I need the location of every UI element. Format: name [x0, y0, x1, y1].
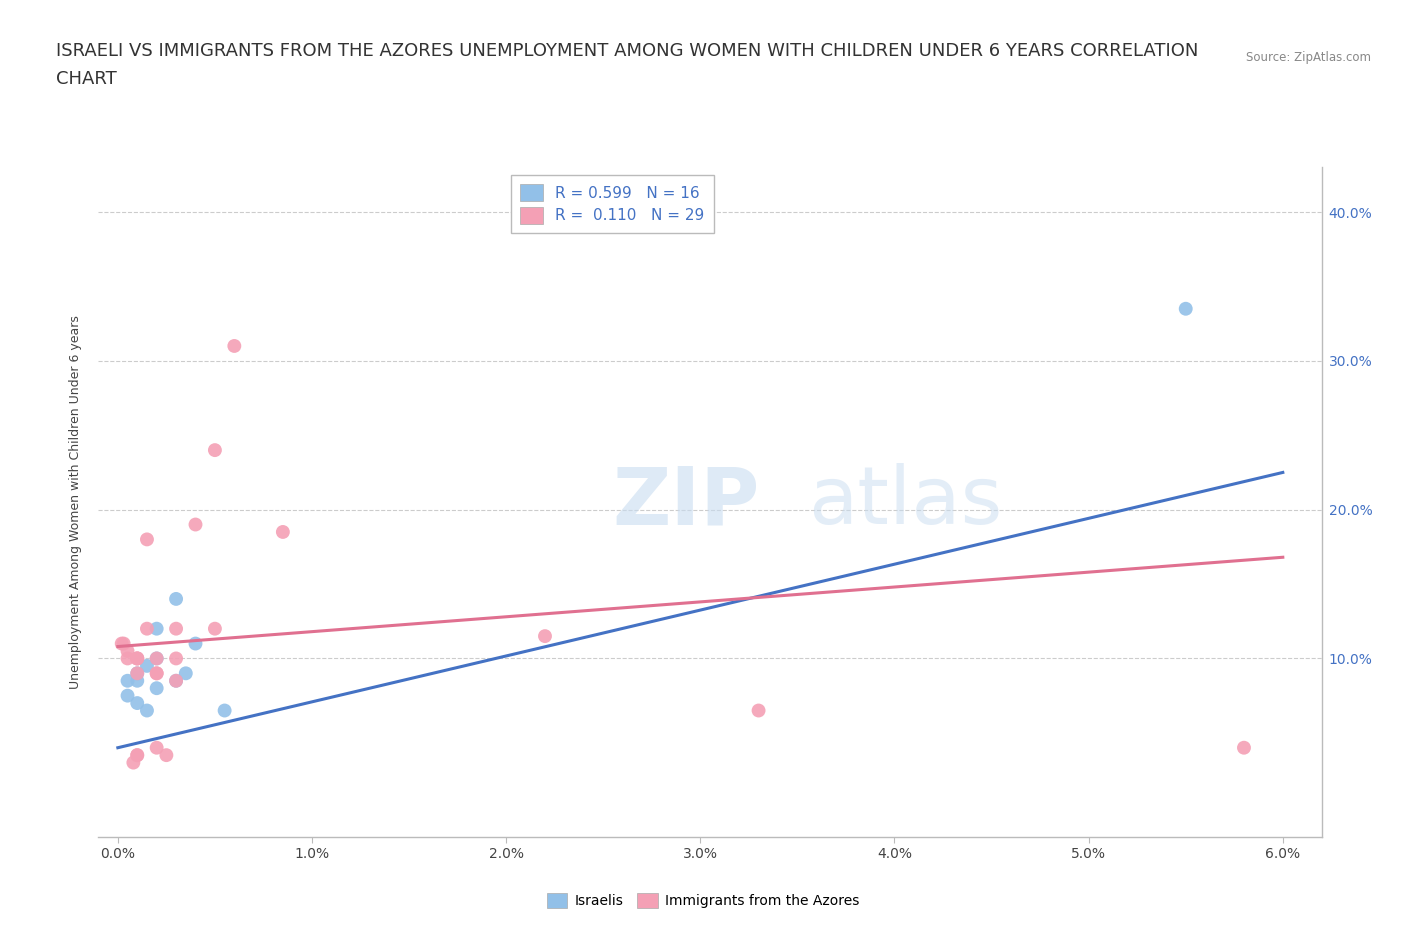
Point	[122, 755, 145, 770]
Point	[145, 651, 167, 666]
Point	[127, 748, 149, 763]
Point	[204, 443, 226, 458]
Y-axis label: Unemployment Among Women with Children Under 6 years: Unemployment Among Women with Children U…	[69, 315, 83, 689]
Point	[136, 658, 159, 673]
Point	[271, 525, 294, 539]
Point	[145, 681, 167, 696]
Point	[127, 651, 149, 666]
Point	[165, 673, 187, 688]
Point	[1233, 740, 1256, 755]
Point	[145, 621, 167, 636]
Point	[204, 621, 226, 636]
Point	[127, 651, 149, 666]
Point	[174, 666, 197, 681]
Point	[224, 339, 246, 353]
Point	[117, 673, 139, 688]
Point	[165, 621, 187, 636]
Point	[117, 644, 139, 658]
Point	[127, 748, 149, 763]
Point	[165, 651, 187, 666]
Point	[534, 629, 557, 644]
Point	[136, 703, 159, 718]
Point	[127, 666, 149, 681]
Point	[184, 517, 207, 532]
Point	[165, 673, 187, 688]
Text: ZIP: ZIP	[612, 463, 759, 541]
Point	[155, 748, 177, 763]
Point	[117, 651, 139, 666]
Point	[127, 651, 149, 666]
Legend: R = 0.599   N = 16, R =  0.110   N = 29: R = 0.599 N = 16, R = 0.110 N = 29	[510, 175, 713, 232]
Point	[145, 740, 167, 755]
Point	[111, 636, 134, 651]
Point	[117, 688, 139, 703]
Point	[127, 666, 149, 681]
Point	[136, 621, 159, 636]
Text: ISRAELI VS IMMIGRANTS FROM THE AZORES UNEMPLOYMENT AMONG WOMEN WITH CHILDREN UND: ISRAELI VS IMMIGRANTS FROM THE AZORES UN…	[56, 42, 1198, 60]
Legend: Israelis, Immigrants from the Azores: Israelis, Immigrants from the Azores	[541, 887, 865, 914]
Point	[145, 651, 167, 666]
Text: Source: ZipAtlas.com: Source: ZipAtlas.com	[1246, 51, 1371, 64]
Text: atlas: atlas	[808, 463, 1002, 541]
Point	[145, 666, 167, 681]
Point	[127, 673, 149, 688]
Point	[214, 703, 236, 718]
Point	[136, 532, 159, 547]
Point	[184, 636, 207, 651]
Point	[112, 636, 135, 651]
Point	[127, 696, 149, 711]
Point	[748, 703, 770, 718]
Point	[165, 591, 187, 606]
Point	[1174, 301, 1197, 316]
Text: CHART: CHART	[56, 70, 117, 87]
Point	[145, 666, 167, 681]
